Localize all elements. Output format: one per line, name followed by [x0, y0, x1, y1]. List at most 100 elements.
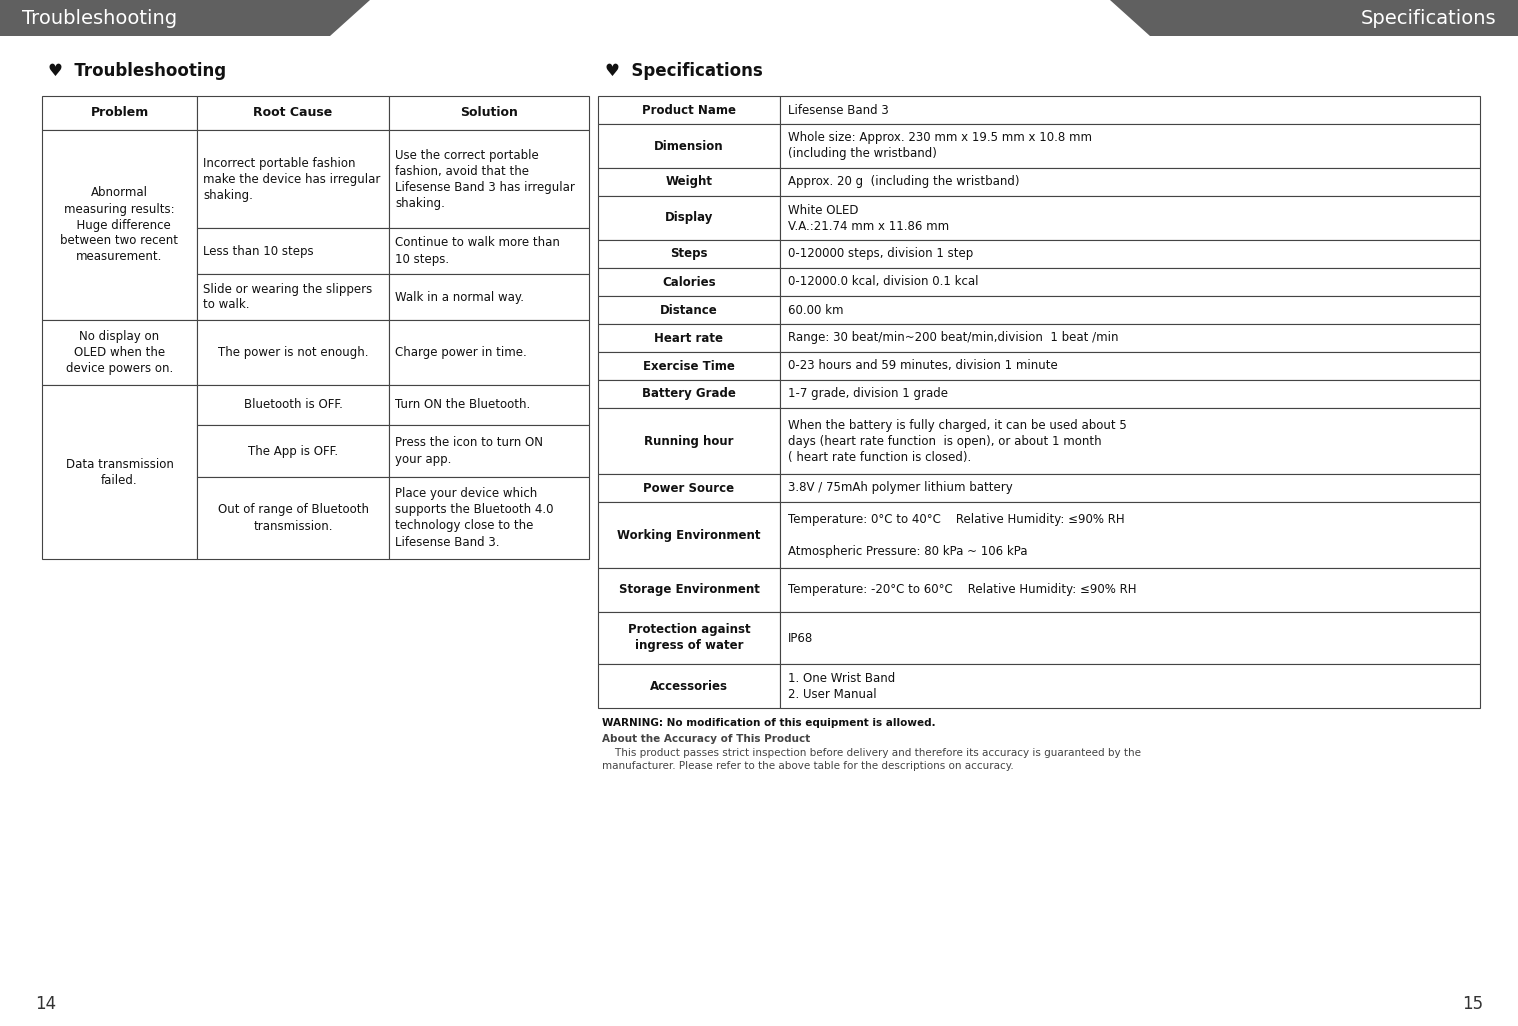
Bar — [197, 96, 389, 130]
Text: Heart rate: Heart rate — [654, 331, 724, 345]
Bar — [197, 425, 389, 477]
Bar — [780, 295, 1480, 324]
Text: About the Accuracy of This Product: About the Accuracy of This Product — [603, 734, 811, 744]
Text: Solution: Solution — [460, 107, 518, 119]
Bar — [389, 274, 589, 320]
Text: 0-23 hours and 59 minutes, division 1 minute: 0-23 hours and 59 minutes, division 1 mi… — [788, 359, 1058, 372]
Text: Root Cause: Root Cause — [254, 107, 332, 119]
Bar — [780, 568, 1480, 611]
Text: Protection against
ingress of water: Protection against ingress of water — [627, 624, 750, 653]
Text: 14: 14 — [35, 995, 56, 1013]
Bar — [197, 130, 389, 228]
Text: Running hour: Running hour — [644, 434, 733, 447]
Text: 15: 15 — [1462, 995, 1483, 1013]
Bar — [780, 408, 1480, 474]
Text: Working Environment: Working Environment — [618, 528, 761, 542]
Bar — [780, 124, 1480, 168]
Text: Turn ON the Bluetooth.: Turn ON the Bluetooth. — [395, 398, 530, 411]
Text: Out of range of Bluetooth
transmission.: Out of range of Bluetooth transmission. — [217, 504, 369, 532]
Bar — [197, 228, 389, 274]
Bar — [598, 295, 780, 324]
Text: Troubleshooting: Troubleshooting — [21, 8, 178, 28]
Bar — [389, 96, 589, 130]
Text: Calories: Calories — [662, 276, 716, 288]
Text: Approx. 20 g  (including the wristband): Approx. 20 g (including the wristband) — [788, 175, 1020, 189]
Bar — [780, 380, 1480, 408]
Text: 1. One Wrist Band
2. User Manual: 1. One Wrist Band 2. User Manual — [788, 671, 896, 701]
Text: White OLED
V.A.:21.74 mm x 11.86 mm: White OLED V.A.:21.74 mm x 11.86 mm — [788, 203, 949, 233]
Bar — [780, 168, 1480, 196]
Text: ♥  Troubleshooting: ♥ Troubleshooting — [49, 62, 226, 80]
Text: 0-12000.0 kcal, division 0.1 kcal: 0-12000.0 kcal, division 0.1 kcal — [788, 276, 979, 288]
Bar — [780, 196, 1480, 240]
Bar — [43, 385, 197, 559]
Bar — [389, 385, 589, 425]
Text: Continue to walk more than
10 steps.: Continue to walk more than 10 steps. — [395, 237, 560, 266]
Bar — [598, 380, 780, 408]
Bar — [780, 96, 1480, 124]
Bar — [598, 324, 780, 352]
Bar — [43, 96, 197, 130]
Text: Slide or wearing the slippers
to walk.: Slide or wearing the slippers to walk. — [203, 282, 372, 312]
Text: Steps: Steps — [671, 247, 707, 261]
Text: 0-120000 steps, division 1 step: 0-120000 steps, division 1 step — [788, 247, 973, 261]
Text: Display: Display — [665, 211, 713, 225]
Text: 3.8V / 75mAh polymer lithium battery: 3.8V / 75mAh polymer lithium battery — [788, 481, 1013, 495]
Bar — [598, 664, 780, 708]
Bar — [780, 268, 1480, 295]
Bar — [197, 274, 389, 320]
Text: Dimension: Dimension — [654, 140, 724, 153]
Text: Temperature: -20°C to 60°C    Relative Humidity: ≤90% RH: Temperature: -20°C to 60°C Relative Humi… — [788, 584, 1137, 596]
Bar — [598, 124, 780, 168]
Polygon shape — [0, 0, 370, 36]
Text: The App is OFF.: The App is OFF. — [247, 444, 339, 458]
Text: Storage Environment: Storage Environment — [618, 584, 759, 596]
Bar — [197, 320, 389, 385]
Bar — [598, 268, 780, 295]
Bar — [389, 477, 589, 559]
Text: Weight: Weight — [665, 175, 712, 189]
Bar — [598, 502, 780, 568]
Polygon shape — [1110, 0, 1518, 36]
Bar — [43, 320, 197, 385]
Text: ♥  Specifications: ♥ Specifications — [606, 62, 762, 80]
Text: Power Source: Power Source — [644, 481, 735, 495]
Text: Temperature: 0°C to 40°C    Relative Humidity: ≤90% RH

Atmospheric Pressure: 80: Temperature: 0°C to 40°C Relative Humidi… — [788, 513, 1125, 557]
Text: Product Name: Product Name — [642, 104, 736, 117]
Text: When the battery is fully charged, it can be used about 5
days (heart rate funct: When the battery is fully charged, it ca… — [788, 419, 1126, 464]
Bar — [598, 240, 780, 268]
Bar — [598, 96, 780, 124]
Text: Distance: Distance — [660, 304, 718, 316]
Bar — [598, 474, 780, 502]
Text: Exercise Time: Exercise Time — [644, 359, 735, 372]
Bar — [780, 611, 1480, 664]
Bar — [780, 664, 1480, 708]
Bar — [780, 474, 1480, 502]
Text: Place your device which
supports the Bluetooth 4.0
technology close to the
Lifes: Place your device which supports the Blu… — [395, 487, 554, 549]
Bar — [389, 425, 589, 477]
Text: Abnormal
measuring results:
  Huge difference
between two recent
measurement.: Abnormal measuring results: Huge differe… — [61, 187, 179, 264]
Text: Walk in a normal way.: Walk in a normal way. — [395, 290, 524, 304]
Bar — [598, 196, 780, 240]
Text: 1-7 grade, division 1 grade: 1-7 grade, division 1 grade — [788, 388, 949, 400]
Bar — [389, 320, 589, 385]
Text: Range: 30 beat/min~200 beat/min,division  1 beat /min: Range: 30 beat/min~200 beat/min,division… — [788, 331, 1119, 345]
Text: This product passes strict inspection before delivery and therefore its accuracy: This product passes strict inspection be… — [603, 748, 1142, 772]
Bar — [780, 240, 1480, 268]
Text: No display on
OLED when the
device powers on.: No display on OLED when the device power… — [65, 330, 173, 374]
Bar — [389, 130, 589, 228]
Bar — [389, 228, 589, 274]
Bar — [598, 168, 780, 196]
Text: Press the icon to turn ON
your app.: Press the icon to turn ON your app. — [395, 436, 543, 466]
Bar — [780, 502, 1480, 568]
Bar — [598, 352, 780, 380]
Text: WARNING: No modification of this equipment is allowed.: WARNING: No modification of this equipme… — [603, 718, 935, 728]
Text: Accessories: Accessories — [650, 679, 729, 693]
Text: The power is not enough.: The power is not enough. — [217, 346, 369, 359]
Bar — [43, 130, 197, 320]
Text: Battery Grade: Battery Grade — [642, 388, 736, 400]
Text: Use the correct portable
fashion, avoid that the
Lifesense Band 3 has irregular
: Use the correct portable fashion, avoid … — [395, 149, 575, 209]
Bar — [197, 385, 389, 425]
Bar — [598, 568, 780, 611]
Text: Incorrect portable fashion
make the device has irregular
shaking.: Incorrect portable fashion make the devi… — [203, 157, 381, 201]
